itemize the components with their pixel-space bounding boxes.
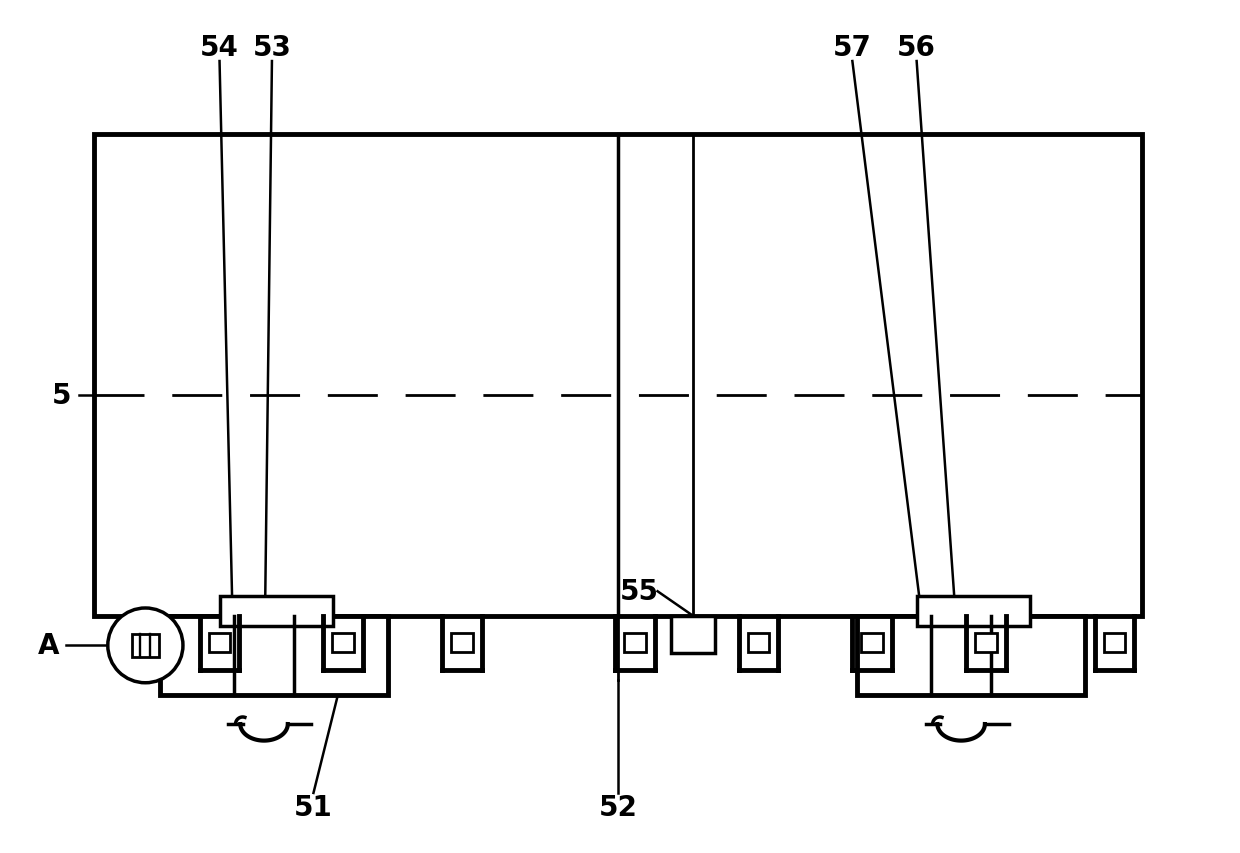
- Text: 54: 54: [200, 34, 239, 62]
- Bar: [671, 616, 715, 653]
- Text: 52: 52: [599, 792, 637, 821]
- Bar: [1104, 633, 1125, 653]
- Bar: [975, 633, 997, 653]
- Text: 57: 57: [833, 34, 872, 62]
- Bar: [219, 596, 334, 626]
- Text: A: A: [37, 631, 60, 659]
- Bar: [624, 633, 646, 653]
- Bar: [862, 633, 883, 653]
- Bar: [131, 634, 159, 658]
- Text: 56: 56: [898, 34, 936, 62]
- Bar: [916, 596, 1030, 626]
- Bar: [94, 135, 1142, 616]
- Bar: [748, 633, 769, 653]
- Text: 53: 53: [253, 34, 291, 62]
- Circle shape: [108, 608, 184, 683]
- Bar: [332, 633, 353, 653]
- Bar: [451, 633, 472, 653]
- Text: 5: 5: [52, 381, 71, 409]
- Bar: [857, 616, 1085, 694]
- Bar: [208, 633, 231, 653]
- Text: 55: 55: [620, 577, 660, 606]
- Bar: [160, 616, 388, 694]
- Text: 51: 51: [294, 792, 332, 821]
